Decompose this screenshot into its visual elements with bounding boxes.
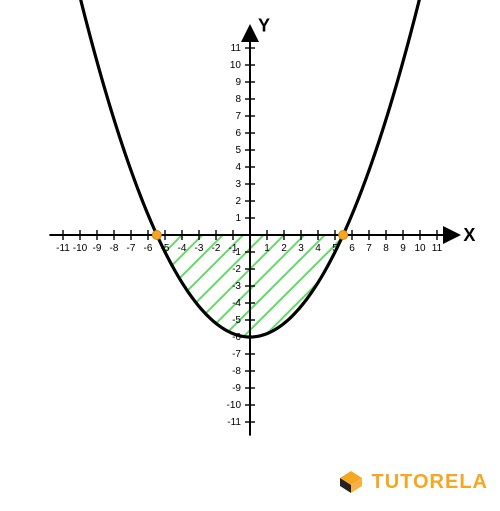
- svg-text:10: 10: [230, 60, 242, 71]
- svg-text:-8: -8: [232, 366, 241, 377]
- svg-text:9: 9: [235, 77, 241, 88]
- svg-text:6: 6: [349, 243, 355, 254]
- svg-text:-8: -8: [110, 243, 119, 254]
- svg-text:2: 2: [281, 243, 287, 254]
- svg-text:1: 1: [264, 243, 270, 254]
- svg-text:-9: -9: [93, 243, 102, 254]
- svg-text:1: 1: [235, 213, 241, 224]
- svg-text:-10: -10: [227, 400, 242, 411]
- brand-logo: TUTORELA: [337, 468, 488, 496]
- svg-text:9: 9: [400, 243, 406, 254]
- svg-text:-2: -2: [232, 264, 241, 275]
- x-axis-label: X: [463, 225, 475, 245]
- svg-text:-1: -1: [232, 247, 241, 258]
- svg-text:-7: -7: [127, 243, 136, 254]
- svg-text:5: 5: [235, 145, 241, 156]
- svg-text:11: 11: [432, 243, 443, 254]
- svg-text:-7: -7: [232, 349, 241, 360]
- svg-text:-6: -6: [144, 243, 153, 254]
- svg-text:8: 8: [383, 243, 389, 254]
- svg-text:6: 6: [235, 128, 241, 139]
- y-axis-label: Y: [258, 16, 270, 36]
- svg-text:-3: -3: [195, 243, 204, 254]
- svg-text:10: 10: [414, 243, 426, 254]
- svg-text:-11: -11: [56, 243, 70, 254]
- brand-logo-icon: [337, 468, 365, 496]
- svg-text:3: 3: [235, 179, 241, 190]
- svg-text:7: 7: [235, 111, 241, 122]
- svg-text:4: 4: [315, 243, 321, 254]
- svg-text:-4: -4: [178, 243, 187, 254]
- svg-text:-9: -9: [232, 383, 241, 394]
- root-marker: [152, 231, 161, 240]
- svg-text:-10: -10: [73, 243, 88, 254]
- chart-container: XY-11-10-9-8-7-6-5-4-3-2-11234567891011-…: [0, 0, 500, 511]
- svg-text:-3: -3: [232, 281, 241, 292]
- svg-text:-4: -4: [232, 298, 241, 309]
- svg-text:2: 2: [235, 196, 241, 207]
- brand-logo-text: TUTORELA: [371, 471, 488, 494]
- svg-text:-5: -5: [232, 315, 241, 326]
- svg-text:8: 8: [235, 94, 241, 105]
- svg-text:-2: -2: [212, 243, 221, 254]
- root-marker: [339, 231, 348, 240]
- svg-text:7: 7: [366, 243, 372, 254]
- svg-text:-11: -11: [227, 417, 241, 428]
- svg-text:11: 11: [231, 43, 242, 54]
- parabola-chart: XY-11-10-9-8-7-6-5-4-3-2-11234567891011-…: [0, 0, 500, 506]
- svg-text:3: 3: [298, 243, 304, 254]
- svg-text:4: 4: [235, 162, 241, 173]
